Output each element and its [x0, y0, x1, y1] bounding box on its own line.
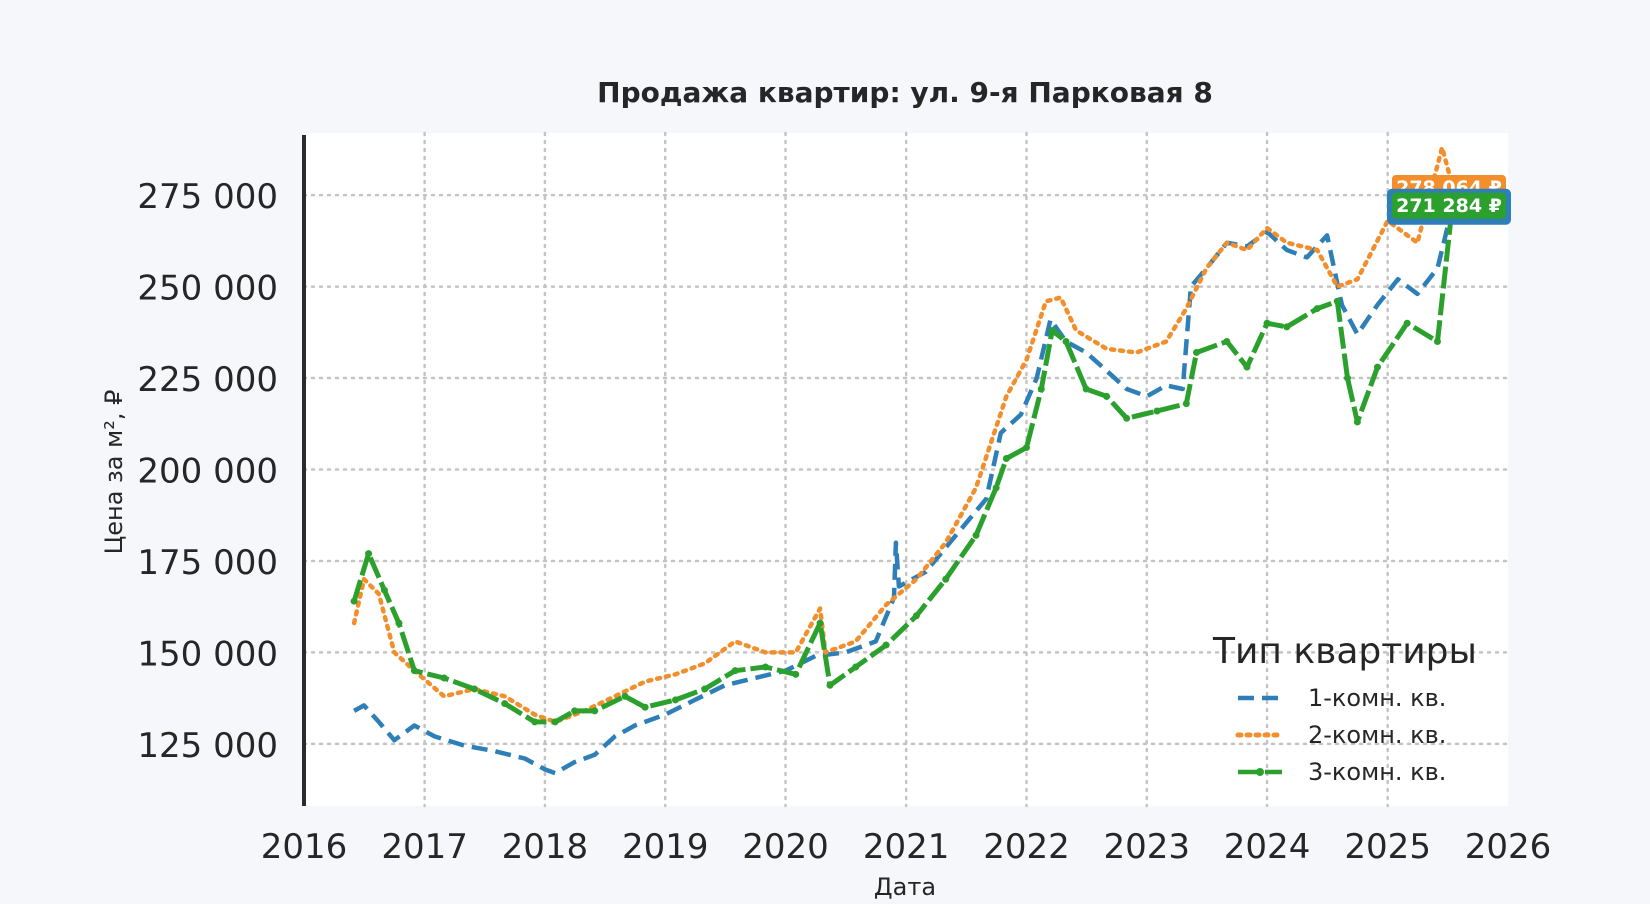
- series-marker-3: [1313, 305, 1321, 313]
- series-marker-3: [470, 685, 478, 693]
- legend-label: 2-комн. кв.: [1308, 721, 1446, 749]
- series-marker-3: [882, 641, 890, 649]
- series-marker-3: [1403, 319, 1411, 327]
- series-marker-3: [531, 718, 539, 726]
- series-marker-3: [1002, 455, 1010, 463]
- series-marker-3: [1433, 337, 1441, 345]
- series-marker-3: [501, 700, 509, 708]
- series-marker-3: [1022, 444, 1030, 452]
- series-marker-3: [1353, 418, 1361, 426]
- x-tick-label: 2018: [502, 827, 589, 867]
- series-marker-3: [365, 550, 373, 558]
- x-tick-label: 2019: [622, 827, 709, 867]
- series-line-1: [353, 208, 1455, 776]
- series-marker-3: [1193, 348, 1201, 356]
- series-marker-3: [1082, 385, 1090, 393]
- series-marker-3: [1048, 327, 1056, 335]
- series-marker-3: [671, 696, 679, 704]
- series-marker-3: [852, 663, 860, 671]
- x-tick-label: 2017: [381, 827, 468, 867]
- series-marker-3: [792, 670, 800, 678]
- y-tick-label: 275 000: [137, 177, 278, 217]
- x-tick-label: 2024: [1224, 827, 1311, 867]
- series-marker-3: [816, 619, 824, 627]
- series-marker-3: [826, 681, 834, 689]
- series-marker-3: [1062, 337, 1070, 345]
- series-marker-3: [1123, 414, 1131, 422]
- series-lines: [350, 145, 1456, 776]
- y-tick-labels: 125 000 150 000 175 000 200 000 225 000 250 0…: [137, 177, 278, 766]
- series-marker-3: [591, 707, 599, 715]
- x-tick-label: 2023: [1104, 827, 1191, 867]
- legend-title: Тип квартиры: [1212, 631, 1477, 672]
- series-marker-3: [1243, 363, 1251, 371]
- x-tick-label: 2025: [1344, 827, 1431, 867]
- series-marker-3: [942, 575, 950, 583]
- series-marker-3: [395, 619, 403, 627]
- chart-title: Продажа квартир: ул. 9-я Парковая 8: [597, 76, 1213, 109]
- annotation-badge: [1392, 192, 1506, 219]
- x-tick-label: 2020: [742, 827, 829, 867]
- series-marker-3: [440, 674, 448, 682]
- series-marker-3: [731, 667, 739, 675]
- y-tick-label: 225 000: [137, 360, 278, 400]
- y-tick-label: 175 000: [137, 543, 278, 583]
- series-marker-3: [621, 692, 629, 700]
- y-tick-label: 250 000: [137, 269, 278, 309]
- series-marker-3: [1263, 319, 1271, 327]
- x-tick-label: 2022: [983, 827, 1070, 867]
- series-marker-3: [1283, 323, 1291, 331]
- series-marker-3: [912, 612, 920, 620]
- series-marker-3: [972, 531, 980, 539]
- legend-items: 1-комн. кв. 2-комн. кв. 3-комн. кв.: [1235, 684, 1446, 786]
- series-marker-3: [571, 707, 579, 715]
- legend: Тип квартиры 1-комн. кв. 2-комн. кв. 3-ком…: [1212, 631, 1477, 786]
- series-marker-3: [1223, 337, 1231, 345]
- y-tick-label: 200 000: [137, 452, 278, 492]
- series-marker-3: [701, 685, 709, 693]
- x-tick-label: 2016: [261, 827, 348, 867]
- x-tick-label: 2026: [1465, 827, 1552, 867]
- series-marker-3: [1343, 374, 1351, 382]
- series-marker-3: [410, 667, 418, 675]
- series-line-2: [351, 145, 1455, 725]
- series-marker-3: [992, 484, 1000, 492]
- series-marker-3: [551, 718, 559, 726]
- series-marker-3: [350, 597, 358, 605]
- series-marker-3: [1373, 363, 1381, 371]
- series-marker-3: [1103, 392, 1111, 400]
- legend-swatch-marker: [1256, 768, 1264, 776]
- legend-label: 3-комн. кв.: [1308, 758, 1446, 786]
- x-tick-label: 2021: [863, 827, 950, 867]
- series-marker-3: [1153, 407, 1161, 415]
- y-tick-label: 125 000: [137, 726, 278, 766]
- series-marker-3: [380, 586, 388, 594]
- series-marker-3: [761, 663, 769, 671]
- y-axis-label: Цена за м², ₽: [100, 390, 128, 555]
- series-marker-3: [1182, 400, 1190, 408]
- grid: [302, 131, 1510, 808]
- annotation-label: 271 284 ₽: [1396, 195, 1502, 217]
- x-axis-label: Дата: [874, 873, 936, 900]
- series-marker-3: [1037, 385, 1045, 393]
- value-annotations: 278 064 ₽271 284 ₽: [1387, 174, 1511, 225]
- x-tick-labels: 2016 2017 2018 2019 2020 2021 2022 2023 2024 2025…: [261, 827, 1552, 867]
- series-marker-3: [1333, 297, 1341, 305]
- series-marker-3: [641, 703, 649, 711]
- y-tick-label: 150 000: [137, 634, 278, 674]
- legend-label: 1-комн. кв.: [1308, 684, 1446, 712]
